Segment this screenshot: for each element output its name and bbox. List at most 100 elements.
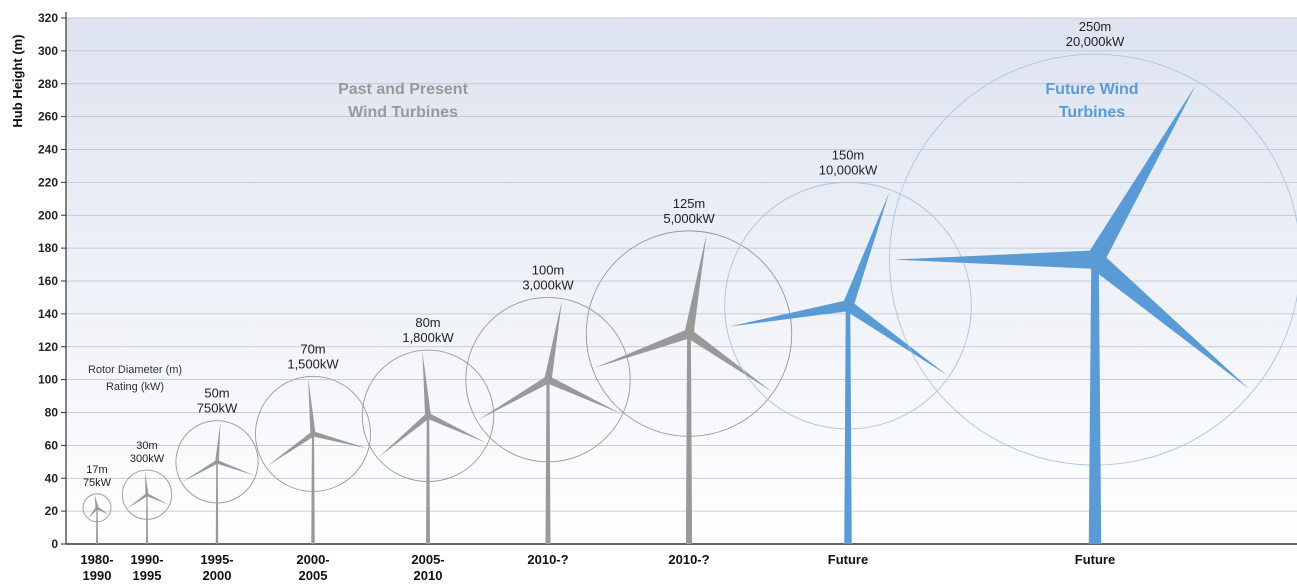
hub bbox=[424, 412, 432, 420]
tower bbox=[311, 433, 315, 544]
tower bbox=[215, 461, 219, 544]
x-category-label: 2000 bbox=[203, 568, 232, 583]
tower bbox=[146, 494, 148, 544]
blade bbox=[684, 234, 707, 335]
blade bbox=[378, 413, 430, 458]
rating-label: 1,500kW bbox=[287, 356, 339, 371]
x-category-label: 1990 bbox=[83, 568, 112, 583]
blade bbox=[1086, 85, 1196, 265]
blade bbox=[94, 494, 99, 509]
rotor-diameter-label: 30m bbox=[136, 440, 157, 452]
blade bbox=[844, 301, 947, 375]
hub bbox=[683, 328, 695, 339]
x-category-label: Future bbox=[1075, 552, 1115, 567]
blade bbox=[686, 329, 772, 392]
turbine bbox=[121, 469, 173, 544]
x-category-label: 2005- bbox=[411, 552, 444, 567]
hub bbox=[841, 299, 855, 312]
blade bbox=[215, 421, 221, 462]
blade bbox=[426, 413, 487, 444]
blade bbox=[1089, 252, 1250, 390]
x-category-label: 2005 bbox=[299, 568, 328, 583]
x-category-label: 1980- bbox=[80, 552, 113, 567]
y-tick-label: 160 bbox=[38, 274, 58, 288]
tower bbox=[844, 305, 852, 544]
blade bbox=[312, 431, 368, 449]
x-category-label: 2010-? bbox=[527, 552, 568, 567]
blade bbox=[546, 376, 621, 414]
rotor-diameter-label: 150m bbox=[832, 147, 865, 162]
rotor-diameter-label: 70m bbox=[300, 341, 325, 356]
blade bbox=[144, 470, 149, 495]
hub bbox=[310, 431, 316, 437]
tower bbox=[545, 379, 551, 544]
y-axis-title: Hub Height (m) bbox=[10, 34, 25, 127]
turbine bbox=[82, 493, 112, 544]
hub bbox=[1084, 249, 1106, 270]
tower bbox=[426, 415, 430, 544]
x-category-label: Future bbox=[828, 552, 868, 567]
blade bbox=[729, 300, 849, 327]
rotor-diameter-label: 17m bbox=[86, 464, 107, 476]
rotor-diameter-label: 50m bbox=[204, 386, 229, 401]
turbine bbox=[889, 53, 1297, 544]
turbines bbox=[82, 53, 1297, 544]
y-tick-label: 140 bbox=[38, 307, 58, 321]
y-tick-label: 180 bbox=[38, 241, 58, 255]
hub bbox=[543, 375, 553, 384]
y-tick-label: 100 bbox=[38, 373, 58, 387]
legend-note: Rotor Diameter (m) bbox=[88, 364, 182, 376]
tower bbox=[1088, 259, 1102, 544]
rotor-diameter-label: 125m bbox=[673, 196, 706, 211]
y-tick-label: 40 bbox=[45, 471, 59, 485]
turbine bbox=[724, 181, 972, 544]
turbine bbox=[255, 375, 371, 544]
group-label: Past and Present bbox=[338, 81, 469, 98]
group-label: Wind Turbines bbox=[348, 104, 458, 121]
rating-label: 1,800kW bbox=[402, 330, 454, 345]
rotor-diameter-label: 250m bbox=[1079, 19, 1112, 34]
group-label: Future Wind bbox=[1045, 81, 1138, 98]
rating-label: 20,000kW bbox=[1066, 34, 1125, 49]
x-category-label: 2000- bbox=[296, 552, 329, 567]
x-category-label: 1995- bbox=[200, 552, 233, 567]
blade bbox=[127, 493, 148, 509]
blade bbox=[842, 192, 890, 308]
rating-label: 5,000kW bbox=[663, 211, 715, 226]
tower bbox=[685, 333, 693, 544]
x-category-label: 1995 bbox=[133, 568, 162, 583]
turbine bbox=[465, 296, 631, 544]
rating-label: 10,000kW bbox=[819, 162, 878, 177]
y-tick-label: 60 bbox=[45, 438, 59, 452]
rating-label: 3,000kW bbox=[522, 277, 574, 292]
tower bbox=[96, 507, 98, 544]
blade bbox=[96, 506, 109, 515]
y-tick-label: 320 bbox=[38, 11, 58, 25]
rotor-diameter-label: 80m bbox=[415, 315, 440, 330]
hub bbox=[214, 459, 220, 464]
rating-label: 300kW bbox=[130, 453, 165, 465]
blade bbox=[422, 351, 431, 417]
turbine bbox=[175, 420, 259, 544]
y-tick-label: 0 bbox=[51, 537, 58, 551]
blade bbox=[146, 493, 169, 505]
blade bbox=[594, 329, 691, 369]
rating-label: 750kW bbox=[197, 401, 238, 416]
blade bbox=[266, 431, 315, 467]
rotor-diameter-label: 100m bbox=[532, 262, 565, 277]
rating-label: 75kW bbox=[83, 477, 112, 489]
group-label: Turbines bbox=[1059, 104, 1125, 121]
y-tick-label: 200 bbox=[38, 208, 58, 222]
blade bbox=[544, 300, 562, 381]
blade bbox=[182, 460, 218, 482]
blade bbox=[478, 376, 550, 420]
blade bbox=[308, 377, 316, 435]
y-tick-label: 120 bbox=[38, 340, 58, 354]
x-category-label: 1990- bbox=[130, 552, 163, 567]
y-tick-label: 80 bbox=[45, 406, 59, 420]
y-tick-label: 220 bbox=[38, 175, 58, 189]
x-category-label: 2010-? bbox=[668, 552, 709, 567]
y-tick-label: 300 bbox=[38, 44, 58, 58]
